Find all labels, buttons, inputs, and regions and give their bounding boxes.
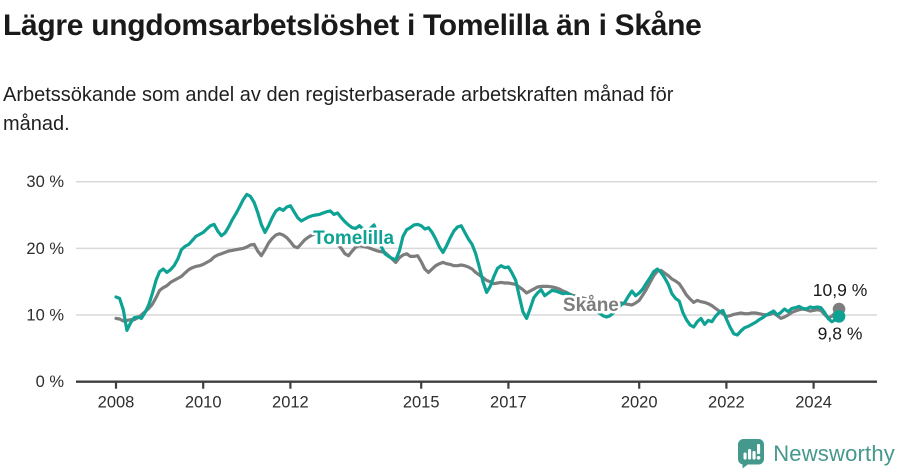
- x-axis-tick-label: 2012: [272, 394, 309, 412]
- series-line-tomelilla: [114, 192, 841, 337]
- series-end-value-label: 9,8 %: [818, 323, 863, 343]
- brand-name: Newsworthy: [773, 440, 895, 466]
- x-axis-tick-label: 2020: [621, 394, 658, 412]
- x-axis-tick-label: 2024: [795, 394, 832, 412]
- series-end-value-label: 10,9 %: [813, 280, 867, 300]
- x-axis-tick-label: 2008: [98, 394, 135, 412]
- x-axis-tick-label: 2015: [403, 394, 440, 412]
- brand-footer: Newsworthy: [737, 438, 895, 469]
- y-axis-tick-label: 20 %: [26, 240, 64, 258]
- y-axis-tick-label: 30 %: [26, 173, 64, 191]
- chart-subtitle: Arbetssökande som andel av den registerb…: [3, 81, 673, 139]
- series-end-dot-tomelilla: [832, 310, 846, 323]
- line-chart-svg: 0 % 10 % 20 % 30 % 2008 2010 2012 2015 2017 2020 2…: [26, 173, 877, 412]
- series-name-label-tomelilla: Tomelilla: [313, 228, 394, 249]
- x-axis-tick-label: 2010: [185, 394, 222, 412]
- x-axis-tick-label: 2017: [490, 394, 527, 412]
- x-axis-tick-label: 2022: [708, 394, 745, 412]
- subtitle-line-1: Arbetssökande som andel av den registerb…: [3, 84, 674, 106]
- newsworthy-logo-icon: [738, 439, 765, 469]
- subtitle-line-2: månad.: [3, 113, 70, 135]
- page-title: Lägre ungdomsarbetslöshet i Tomelilla än…: [3, 9, 702, 42]
- series-name-label-skåne: Skåne: [563, 295, 619, 316]
- y-axis-tick-label: 0 %: [36, 373, 65, 391]
- series-line-skåne: [114, 230, 841, 323]
- y-axis-tick-label: 10 %: [26, 307, 64, 325]
